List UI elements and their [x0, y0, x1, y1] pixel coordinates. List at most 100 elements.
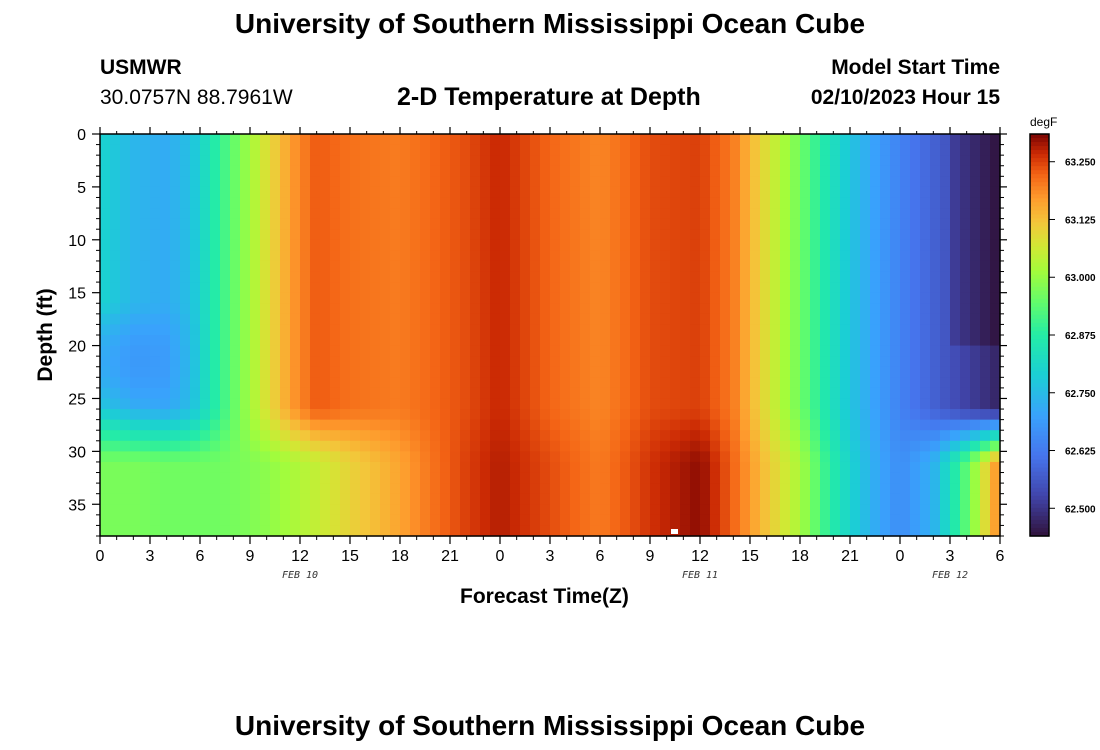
- heatmap-cell: [620, 144, 631, 156]
- heatmap-cell: [280, 345, 291, 357]
- heatmap-cell: [870, 282, 881, 294]
- heatmap-cell: [870, 303, 881, 315]
- heatmap-cell: [990, 260, 1001, 273]
- heatmap-cell: [300, 525, 311, 537]
- heatmap-cell: [650, 239, 661, 251]
- heatmap-cell: [590, 303, 601, 315]
- heatmap-cell: [980, 165, 991, 177]
- heatmap-cell: [150, 430, 161, 442]
- heatmap-cell: [140, 292, 151, 304]
- heatmap-cell: [880, 186, 891, 199]
- heatmap-cell: [730, 324, 741, 336]
- heatmap-cell: [450, 387, 461, 400]
- heatmap-cell: [730, 155, 741, 167]
- heatmap-cell: [410, 186, 421, 199]
- heatmap-cell: [610, 292, 621, 304]
- heatmap-cell: [620, 409, 631, 421]
- heatmap-cell: [660, 398, 671, 410]
- heatmap-cell: [530, 282, 541, 294]
- heatmap-cell: [520, 324, 531, 336]
- heatmap-cell: [650, 313, 661, 326]
- heatmap-cell: [950, 208, 961, 220]
- heatmap-cell: [570, 282, 581, 294]
- heatmap-cell: [530, 430, 541, 442]
- heatmap-cell: [670, 218, 681, 230]
- heatmap-cell: [660, 271, 671, 283]
- heatmap-cell: [740, 250, 751, 262]
- heatmap-cell: [710, 260, 721, 273]
- heatmap-cell: [600, 451, 611, 463]
- heatmap-cell: [510, 165, 521, 177]
- heatmap-cell: [250, 356, 261, 368]
- heatmap-cell: [370, 451, 381, 463]
- heatmap-cell: [320, 409, 331, 421]
- heatmap-cell: [550, 409, 561, 421]
- heatmap-cell: [460, 504, 471, 516]
- heatmap-cell: [890, 260, 901, 273]
- heatmap-cell: [970, 218, 981, 230]
- heatmap-cell: [460, 335, 471, 347]
- heatmap-cell: [500, 461, 511, 474]
- heatmap-cell: [640, 313, 651, 326]
- heatmap-cell: [750, 282, 761, 294]
- heatmap-cell: [220, 292, 231, 304]
- heatmap-cell: [620, 197, 631, 209]
- heatmap-cell: [460, 419, 471, 431]
- heatmap-cell: [490, 335, 501, 347]
- colorbar-segment: [1030, 182, 1049, 187]
- heatmap-cell: [620, 356, 631, 368]
- heatmap-cell: [120, 483, 131, 495]
- heatmap-cell: [270, 430, 281, 442]
- heatmap-cell: [150, 514, 161, 527]
- heatmap-cell: [770, 451, 781, 463]
- heatmap-cell: [630, 398, 641, 410]
- heatmap-cell: [650, 377, 661, 389]
- heatmap-cell: [380, 377, 391, 389]
- heatmap-cell: [470, 292, 481, 304]
- heatmap-cell: [380, 525, 391, 537]
- heatmap-cell: [670, 409, 681, 421]
- heatmap-cell: [910, 356, 921, 368]
- colorbar-segment: [1030, 451, 1049, 457]
- heatmap-cell: [130, 155, 141, 167]
- heatmap-cell: [710, 250, 721, 262]
- heatmap-cell: [910, 324, 921, 336]
- heatmap-cell: [660, 387, 671, 400]
- heatmap-cell: [640, 292, 651, 304]
- heatmap-cell: [970, 165, 981, 177]
- heatmap-cell: [530, 208, 541, 220]
- heatmap-cell: [720, 430, 731, 442]
- heatmap-cell: [100, 218, 111, 230]
- heatmap-cell: [780, 366, 791, 378]
- heatmap-cell: [360, 324, 371, 336]
- heatmap-cell: [610, 208, 621, 220]
- heatmap-cell: [310, 451, 321, 463]
- heatmap-cell: [320, 134, 331, 146]
- heatmap-cell: [260, 377, 271, 389]
- heatmap-cell: [870, 440, 881, 452]
- heatmap-cell: [660, 409, 671, 421]
- heatmap-cell: [180, 165, 191, 177]
- heatmap-cell: [460, 430, 471, 442]
- heatmap-cell: [410, 514, 421, 527]
- heatmap-cell: [610, 165, 621, 177]
- heatmap-cell: [530, 377, 541, 389]
- heatmap-cell: [260, 165, 271, 177]
- heatmap-cell: [630, 218, 641, 230]
- heatmap-cell: [560, 387, 571, 400]
- heatmap-cell: [520, 239, 531, 251]
- heatmap-cell: [730, 345, 741, 357]
- heatmap-cell: [750, 239, 761, 251]
- heatmap-cell: [820, 165, 831, 177]
- heatmap-cell: [630, 493, 641, 505]
- heatmap-cell: [960, 186, 971, 199]
- heatmap-cell: [840, 430, 851, 442]
- heatmap-cell: [520, 419, 531, 431]
- heatmap-cell: [820, 218, 831, 230]
- heatmap-cell: [330, 303, 341, 315]
- heatmap-cell: [780, 218, 791, 230]
- y-tick-label: 35: [68, 497, 86, 514]
- heatmap-cell: [620, 271, 631, 283]
- heatmap-cell: [900, 419, 911, 431]
- heatmap-cell: [610, 419, 621, 431]
